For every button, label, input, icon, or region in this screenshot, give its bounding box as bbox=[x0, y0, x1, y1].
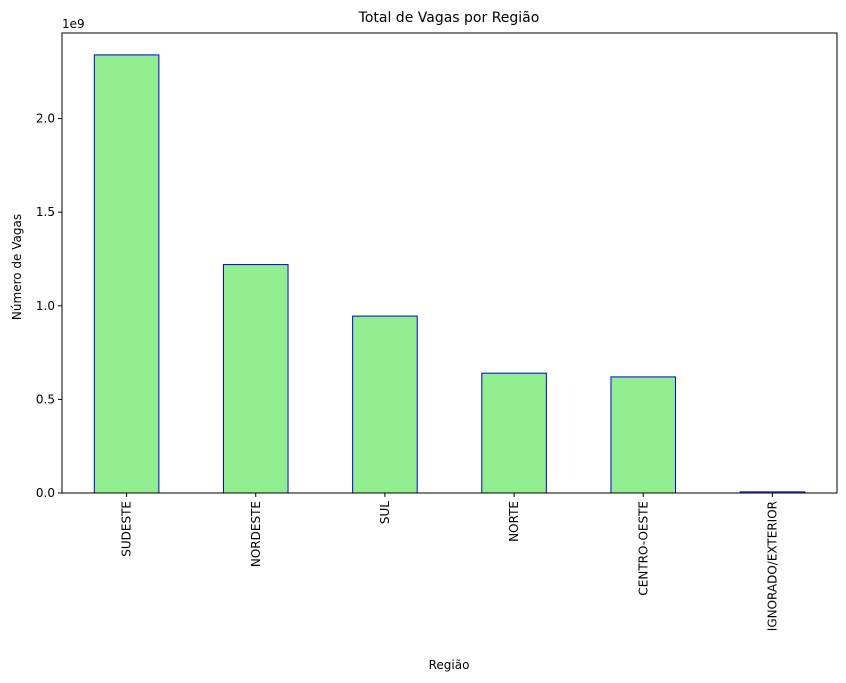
y-axis-scale-label: 1e9 bbox=[62, 17, 85, 31]
x-axis-label: Região bbox=[429, 658, 470, 672]
bars-group bbox=[93, 54, 806, 494]
bar-norte bbox=[481, 372, 547, 494]
x-tick-label: SUL bbox=[378, 501, 392, 524]
bar-sul bbox=[352, 315, 418, 494]
y-axis-ticks: 0.0 0.5 1.0 1.5 2.0 bbox=[36, 112, 62, 500]
x-tick-label: NORDESTE bbox=[249, 501, 263, 567]
x-tick-label: SUDESTE bbox=[120, 501, 134, 557]
plot-area-frame bbox=[61, 32, 838, 494]
bar-centro-oeste bbox=[610, 376, 677, 494]
y-tick-label: 0.0 bbox=[36, 486, 55, 500]
x-tick-label: CENTRO-OESTE bbox=[636, 501, 650, 596]
chart-title: Total de Vagas por Região bbox=[358, 10, 540, 26]
y-axis-label: Número de Vagas bbox=[10, 214, 24, 320]
y-tick-label: 1.0 bbox=[36, 299, 55, 313]
y-tick-label: 0.5 bbox=[36, 392, 55, 406]
x-axis-ticks: SUDESTE NORDESTE SUL NORTE CENTRO-OESTE IGNOR… bbox=[120, 493, 779, 631]
x-tick-label: IGNORADO/EXTERIOR bbox=[765, 501, 779, 631]
bar-nordeste bbox=[222, 264, 289, 494]
y-tick-label: 2.0 bbox=[36, 112, 55, 126]
x-tick-label: NORTE bbox=[507, 501, 521, 542]
bar-sudeste bbox=[93, 54, 160, 494]
y-tick-label: 1.5 bbox=[36, 205, 55, 219]
